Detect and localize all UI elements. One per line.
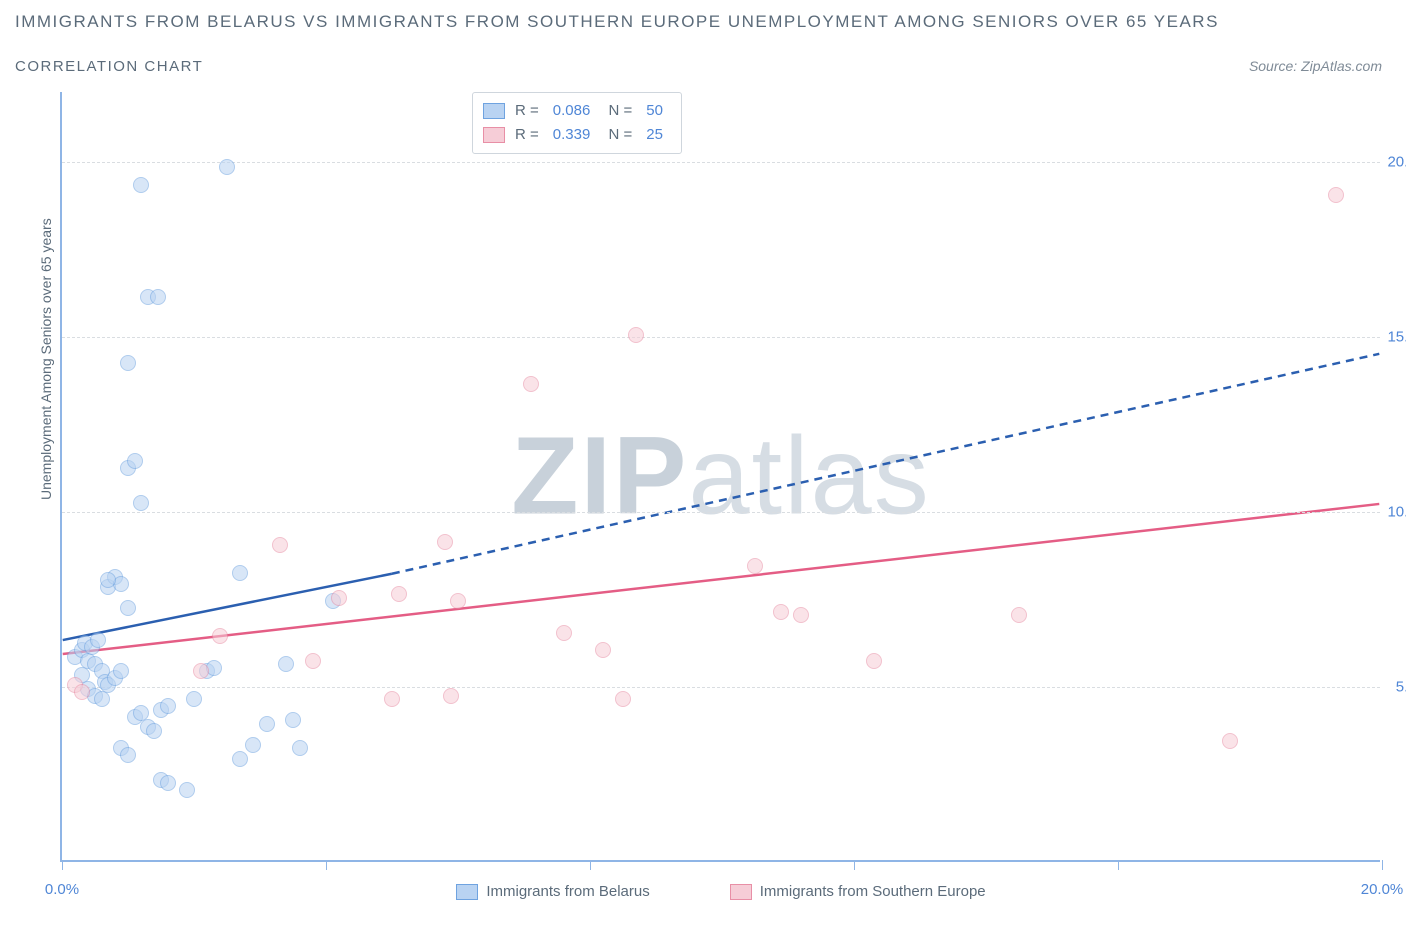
y-axis-label: Unemployment Among Seniors over 65 years [38,218,54,500]
series-swatch-seurope [730,884,752,900]
watermark-bold: ZIP [511,415,688,538]
x-tick-mark [590,860,591,870]
data-point [866,653,882,669]
legend-n-label: N = [604,123,632,147]
data-point [90,632,106,648]
data-point [272,537,288,553]
page-title: IMMIGRANTS FROM BELARUS VS IMMIGRANTS FR… [15,12,1219,32]
data-point [437,534,453,550]
x-tick-mark [1118,860,1119,870]
data-point [179,782,195,798]
x-tick-label: 20.0% [1361,881,1404,898]
data-point [127,453,143,469]
data-point [193,663,209,679]
data-point [384,691,400,707]
data-point [747,558,763,574]
legend-n-belarus: 50 [642,99,667,123]
x-tick-label: 0.0% [45,881,79,898]
data-point [443,688,459,704]
data-point [160,775,176,791]
data-point [212,628,228,644]
x-tick-mark [1382,860,1383,870]
data-point [391,586,407,602]
legend-r-label: R = [515,123,539,147]
legend-r-seurope: 0.339 [549,123,595,147]
data-point [150,289,166,305]
legend-n-label: N = [604,99,632,123]
data-point [523,376,539,392]
gridline [62,337,1380,338]
data-point [133,177,149,193]
correlation-legend: R = 0.086 N = 50 R = 0.339 N = 25 [472,92,682,154]
data-point [278,656,294,672]
watermark-light: atlas [688,415,930,538]
data-point [595,642,611,658]
data-point [186,691,202,707]
watermark: ZIPatlas [511,413,930,540]
data-point [232,751,248,767]
legend-r-belarus: 0.086 [549,99,595,123]
series-label-belarus: Immigrants from Belarus [486,883,649,900]
data-point [331,590,347,606]
legend-row-seurope: R = 0.339 N = 25 [483,123,667,147]
chart-subtitle: CORRELATION CHART [15,58,203,75]
data-point [628,327,644,343]
x-tick-mark [854,860,855,870]
data-point [133,495,149,511]
data-point [120,600,136,616]
y-tick-label: 5.0% [1396,679,1406,696]
data-point [160,698,176,714]
data-point [94,691,110,707]
data-point [793,607,809,623]
x-tick-mark [62,860,63,870]
gridline [62,687,1380,688]
data-point [245,737,261,753]
data-point [450,593,466,609]
series-legend-seurope: Immigrants from Southern Europe [730,883,986,900]
series-swatch-belarus [456,884,478,900]
gridline [62,512,1380,513]
legend-r-label: R = [515,99,539,123]
legend-n-seurope: 25 [642,123,667,147]
source-credit: Source: ZipAtlas.com [1249,58,1382,74]
data-point [113,663,129,679]
data-point [100,572,116,588]
data-point [1011,607,1027,623]
data-point [146,723,162,739]
plot-area: ZIPatlas R = 0.086 N = 50 R = 0.339 N = … [60,92,1380,862]
data-point [1222,733,1238,749]
x-tick-mark [326,860,327,870]
legend-swatch-seurope [483,127,505,143]
data-point [120,355,136,371]
data-point [292,740,308,756]
legend-row-belarus: R = 0.086 N = 50 [483,99,667,123]
data-point [1328,187,1344,203]
data-point [305,653,321,669]
legend-swatch-belarus [483,103,505,119]
data-point [556,625,572,641]
data-point [773,604,789,620]
data-point [232,565,248,581]
data-point [259,716,275,732]
y-tick-label: 15.0% [1387,329,1406,346]
y-tick-label: 10.0% [1387,504,1406,521]
data-point [219,159,235,175]
data-point [120,747,136,763]
data-point [285,712,301,728]
series-legend: Immigrants from Belarus Immigrants from … [62,883,1380,900]
y-tick-label: 20.0% [1387,154,1406,171]
data-point [615,691,631,707]
series-legend-belarus: Immigrants from Belarus [456,883,649,900]
gridline [62,162,1380,163]
data-point [74,684,90,700]
series-label-seurope: Immigrants from Southern Europe [760,883,986,900]
